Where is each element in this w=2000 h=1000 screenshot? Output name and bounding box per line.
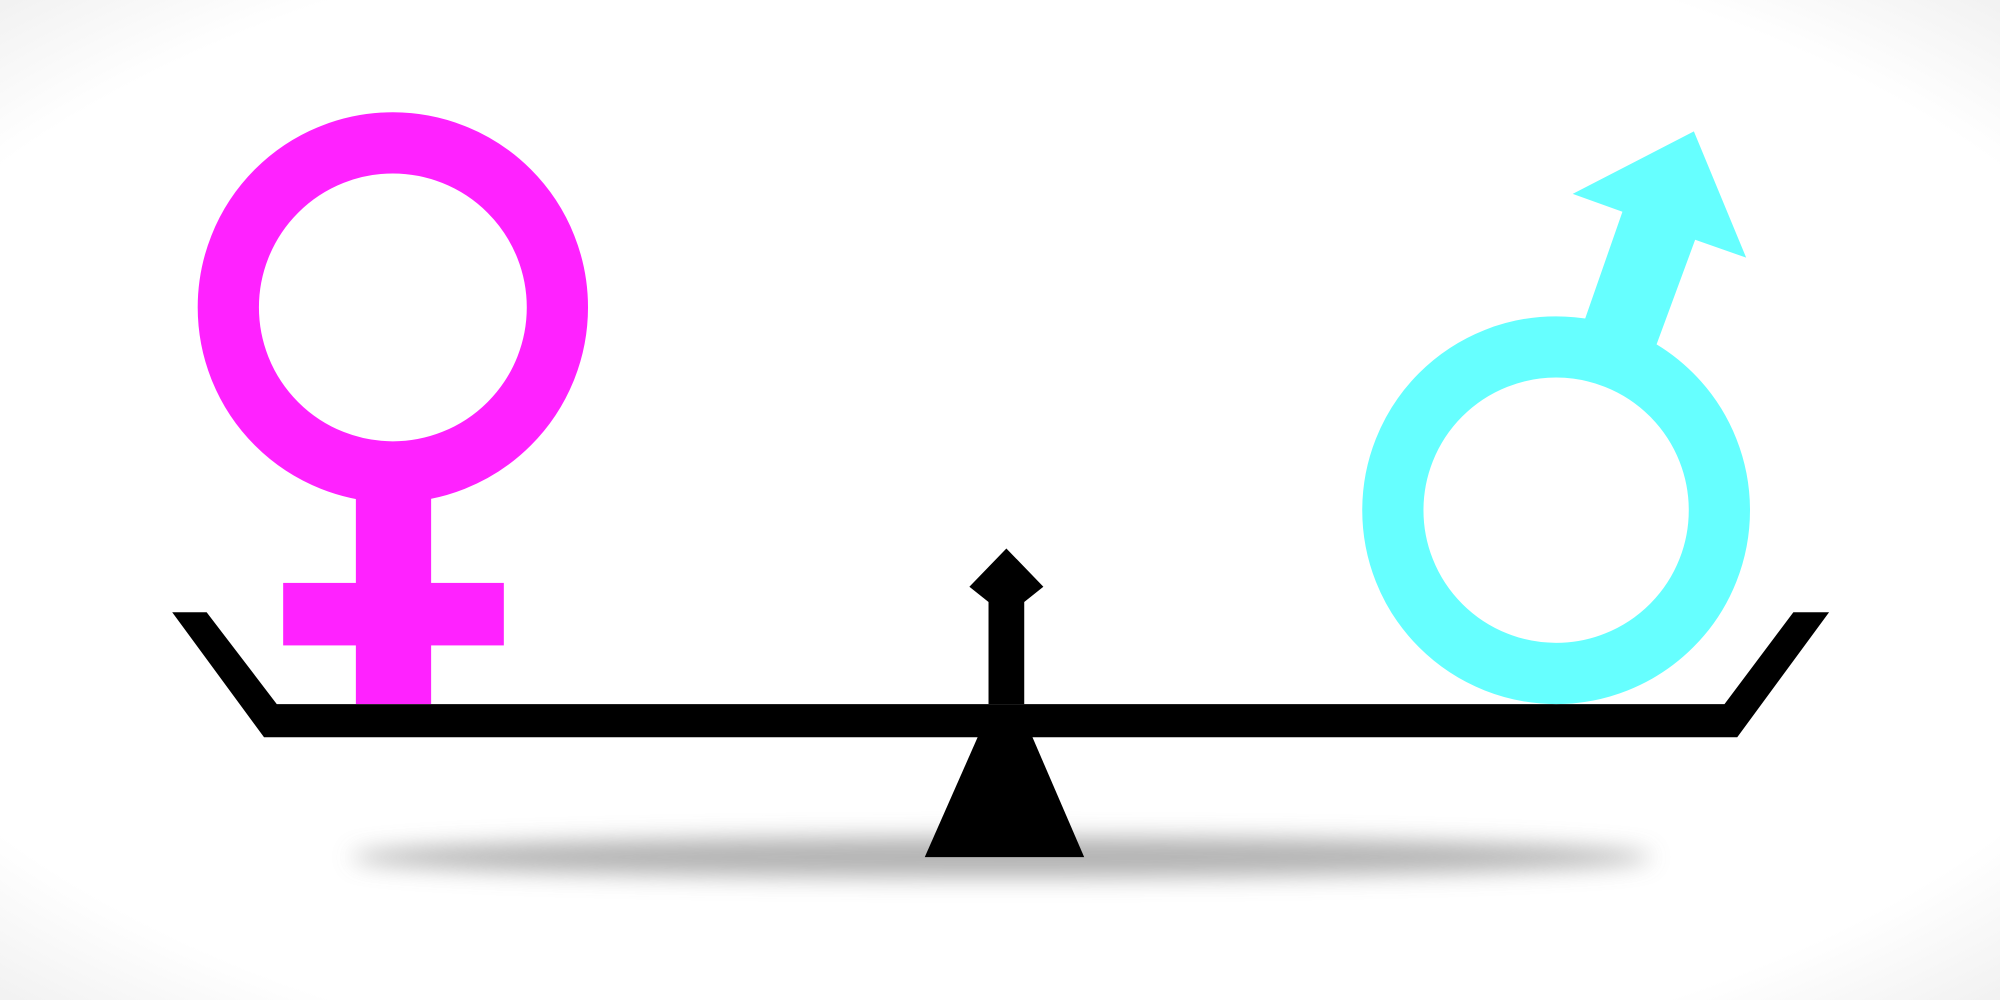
fulcrum — [924, 727, 1085, 858]
pointer — [969, 548, 1044, 705]
female-symbol — [197, 112, 589, 705]
beam — [172, 612, 1830, 738]
female-crossbar — [283, 582, 504, 646]
male-arrow — [1572, 131, 1747, 347]
male-symbol — [1362, 131, 1750, 705]
female-ring — [197, 112, 589, 503]
male-ring — [1362, 316, 1750, 705]
